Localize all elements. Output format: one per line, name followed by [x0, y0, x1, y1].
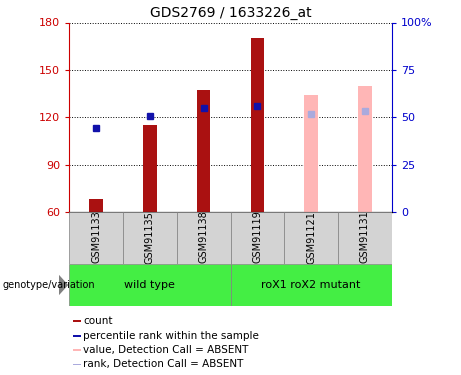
Title: GDS2769 / 1633226_at: GDS2769 / 1633226_at — [150, 6, 311, 20]
Bar — [123, 212, 177, 264]
Text: GSM91138: GSM91138 — [199, 211, 209, 264]
Text: GSM91131: GSM91131 — [360, 211, 370, 264]
Bar — [197, 90, 210, 212]
Text: GSM91135: GSM91135 — [145, 211, 155, 264]
Bar — [338, 212, 392, 264]
Text: GSM91133: GSM91133 — [91, 211, 101, 264]
Bar — [230, 212, 284, 264]
Bar — [69, 212, 123, 264]
Text: roX1 roX2 mutant: roX1 roX2 mutant — [261, 280, 361, 290]
Bar — [304, 95, 318, 212]
Bar — [73, 363, 81, 366]
Bar — [143, 125, 157, 212]
Text: GSM91119: GSM91119 — [252, 211, 262, 264]
Text: percentile rank within the sample: percentile rank within the sample — [83, 331, 259, 340]
Bar — [358, 86, 372, 212]
Bar — [230, 264, 392, 306]
Text: rank, Detection Call = ABSENT: rank, Detection Call = ABSENT — [83, 360, 243, 369]
Bar — [73, 349, 81, 351]
Bar — [284, 212, 338, 264]
Bar — [251, 38, 264, 212]
Bar — [69, 264, 230, 306]
Polygon shape — [59, 275, 68, 295]
Text: genotype/variation: genotype/variation — [2, 280, 95, 290]
Bar — [73, 320, 81, 322]
Text: count: count — [83, 316, 112, 326]
Bar — [177, 212, 230, 264]
Bar — [73, 334, 81, 337]
Text: value, Detection Call = ABSENT: value, Detection Call = ABSENT — [83, 345, 248, 355]
Text: GSM91121: GSM91121 — [306, 211, 316, 264]
Text: wild type: wild type — [124, 280, 175, 290]
Bar — [89, 199, 103, 212]
